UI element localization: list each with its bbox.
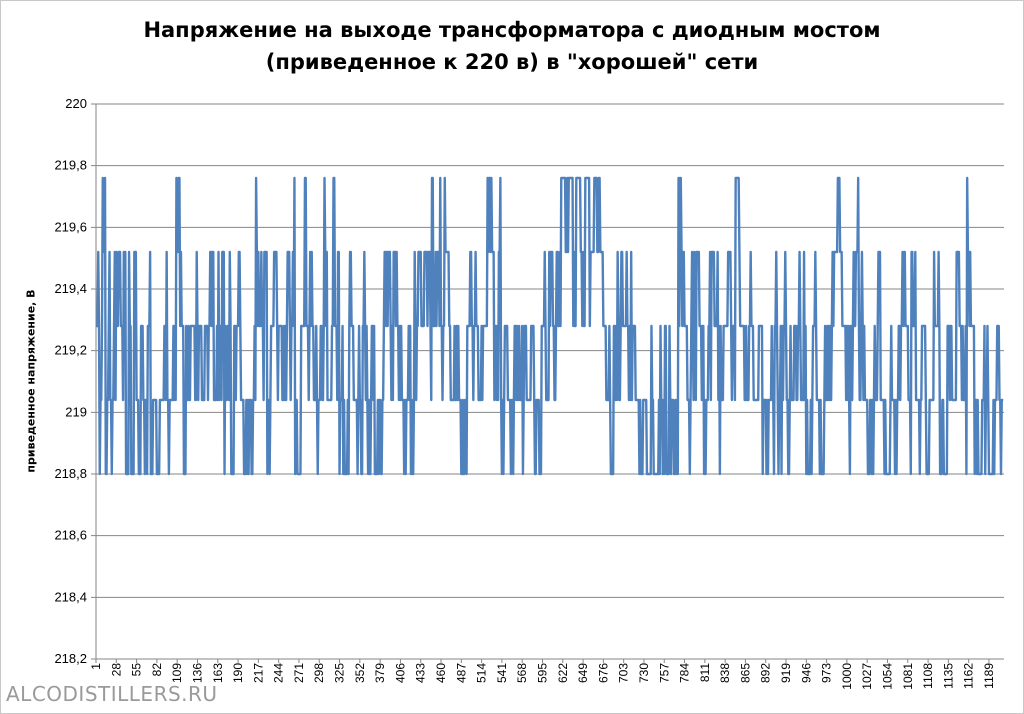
x-tick-label: 946 bbox=[799, 663, 813, 683]
x-tick-label: 28 bbox=[109, 663, 123, 677]
watermark-text: ALCODISTILLERS.RU bbox=[6, 682, 218, 706]
x-tick-label: 298 bbox=[312, 663, 326, 683]
x-tick-label: 379 bbox=[373, 663, 387, 683]
x-tick-label: 514 bbox=[475, 663, 489, 683]
x-tick-label: 136 bbox=[190, 663, 204, 683]
x-tick-labels: 1 28 55 82 109 136 163 190 217 244 271 298 325 352 379… bbox=[89, 663, 996, 690]
x-tick-label: 55 bbox=[130, 663, 144, 677]
x-tick-label: 1162 bbox=[962, 663, 976, 689]
y-tick-label: 219 bbox=[65, 404, 87, 419]
x-tick-label: 703 bbox=[617, 663, 631, 683]
y-tick-labels: 218,2 218,4 218,6 218,8 219 219,2 219,4 219,6 21… bbox=[54, 96, 87, 666]
x-tick-label: 1 bbox=[89, 663, 103, 670]
x-tick-label: 622 bbox=[556, 663, 570, 683]
chart-title-line-1: Напряжение на выходе трансформатора с ди… bbox=[143, 18, 881, 42]
x-tick-label: 1054 bbox=[880, 663, 894, 690]
x-tick-label: 1000 bbox=[840, 663, 854, 690]
x-tick-label: 865 bbox=[738, 663, 752, 683]
x-tick-label: 595 bbox=[535, 663, 549, 683]
x-tick-label: 811 bbox=[698, 663, 712, 682]
chart-title-line-2: (приведенное к 220 в) в "хорошей" сети bbox=[265, 50, 759, 74]
x-tick-label: 892 bbox=[759, 663, 773, 683]
x-tick-label: 487 bbox=[454, 663, 468, 683]
x-tick-label: 1135 bbox=[941, 663, 955, 689]
x-tick-label: 217 bbox=[251, 663, 265, 683]
x-tick-label: 919 bbox=[779, 663, 793, 683]
x-tick-label: 1108 bbox=[921, 663, 935, 689]
x-tick-label: 190 bbox=[231, 663, 245, 683]
x-tick-label: 1027 bbox=[860, 663, 874, 690]
x-tick-label: 568 bbox=[515, 663, 529, 683]
y-tick-label: 218,2 bbox=[54, 651, 87, 666]
y-tick-label: 218,4 bbox=[54, 589, 87, 604]
x-tick-label: 406 bbox=[393, 663, 407, 683]
x-tick-label: 730 bbox=[637, 663, 651, 683]
y-tick-label: 218,8 bbox=[54, 466, 87, 481]
x-tick-label: 784 bbox=[678, 663, 692, 683]
x-tick-label: 676 bbox=[596, 663, 610, 683]
x-tick-label: 271 bbox=[292, 663, 306, 683]
x-tick-label: 973 bbox=[820, 663, 834, 683]
x-tick-label: 649 bbox=[576, 663, 590, 683]
y-tick-label: 219,6 bbox=[54, 219, 87, 234]
x-tick-label: 325 bbox=[333, 663, 347, 683]
x-tick-label: 757 bbox=[657, 663, 671, 683]
y-tick-label: 219,4 bbox=[54, 281, 87, 296]
axes bbox=[95, 104, 1004, 663]
x-tick-label: 352 bbox=[353, 663, 367, 683]
x-tick-label: 109 bbox=[170, 663, 184, 683]
y-tick-label: 219,2 bbox=[54, 343, 87, 358]
y-tick-label: 220 bbox=[65, 96, 87, 111]
x-tick-label: 838 bbox=[718, 663, 732, 683]
series-line bbox=[95, 176, 1004, 476]
x-tick-label: 163 bbox=[211, 663, 225, 683]
x-tick-label: 82 bbox=[150, 663, 164, 677]
y-tick-label: 218,6 bbox=[54, 528, 87, 543]
x-tick-label: 244 bbox=[272, 663, 286, 683]
y-tick-label: 219,8 bbox=[54, 158, 87, 173]
x-tick-label: 433 bbox=[414, 663, 428, 683]
x-tick-label: 1189 bbox=[982, 663, 996, 689]
x-tick-label: 1081 bbox=[901, 663, 915, 690]
x-tick-label: 541 bbox=[495, 663, 509, 683]
series-group bbox=[95, 176, 1004, 476]
x-tick-label: 460 bbox=[434, 663, 448, 683]
